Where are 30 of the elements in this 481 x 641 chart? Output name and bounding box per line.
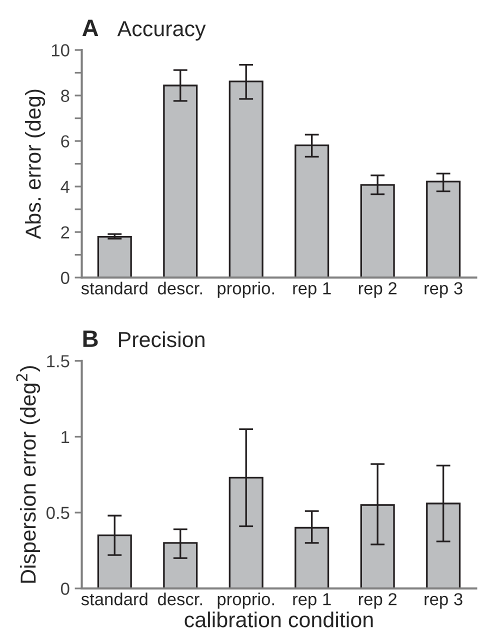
y-tick-label: 0.5 — [46, 506, 70, 520]
x-tick-label: standard — [81, 282, 148, 294]
y-tick-label: 6 — [61, 135, 70, 148]
x-axis-title: calibration condition — [184, 612, 373, 628]
x-tick-label: rep 3 — [424, 593, 462, 609]
x-tick-label: descr. — [158, 592, 202, 606]
text: B — [83, 330, 98, 347]
text: A — [82, 20, 98, 36]
chart-title: Accuracy — [117, 21, 206, 41]
x-tick-label: rep 2 — [358, 282, 396, 298]
x-tick-label: rep 1 — [293, 282, 331, 298]
x-tick-label: proprio. — [218, 592, 274, 609]
y-tick-label: 1 — [62, 431, 70, 444]
y-tick-label: 4 — [60, 180, 70, 193]
y-tick-label: 10 — [52, 44, 70, 56]
x-tick-label: descr. — [158, 282, 202, 294]
y-tick-label: 0 — [60, 272, 70, 284]
x-tick-label: rep 2 — [358, 593, 396, 609]
y-axis-title: Abs. error (deg) — [25, 90, 46, 240]
y-tick-label: 8 — [61, 90, 70, 102]
bar — [97, 236, 132, 278]
y-tick-label: 0 — [60, 582, 70, 595]
x-tick-label: proprio. — [218, 282, 274, 298]
y-axis-title: Dispersion error (deg$^{2}$) — [16, 366, 40, 583]
x-tick-label: standard — [81, 592, 148, 606]
x-tick-label: rep 3 — [424, 282, 462, 298]
x-tick-label: rep 1 — [293, 593, 331, 609]
chart-title: Precision — [119, 331, 204, 348]
y-tick-label: 2 — [61, 226, 70, 238]
y-tick-label: 1.5 — [47, 355, 70, 368]
